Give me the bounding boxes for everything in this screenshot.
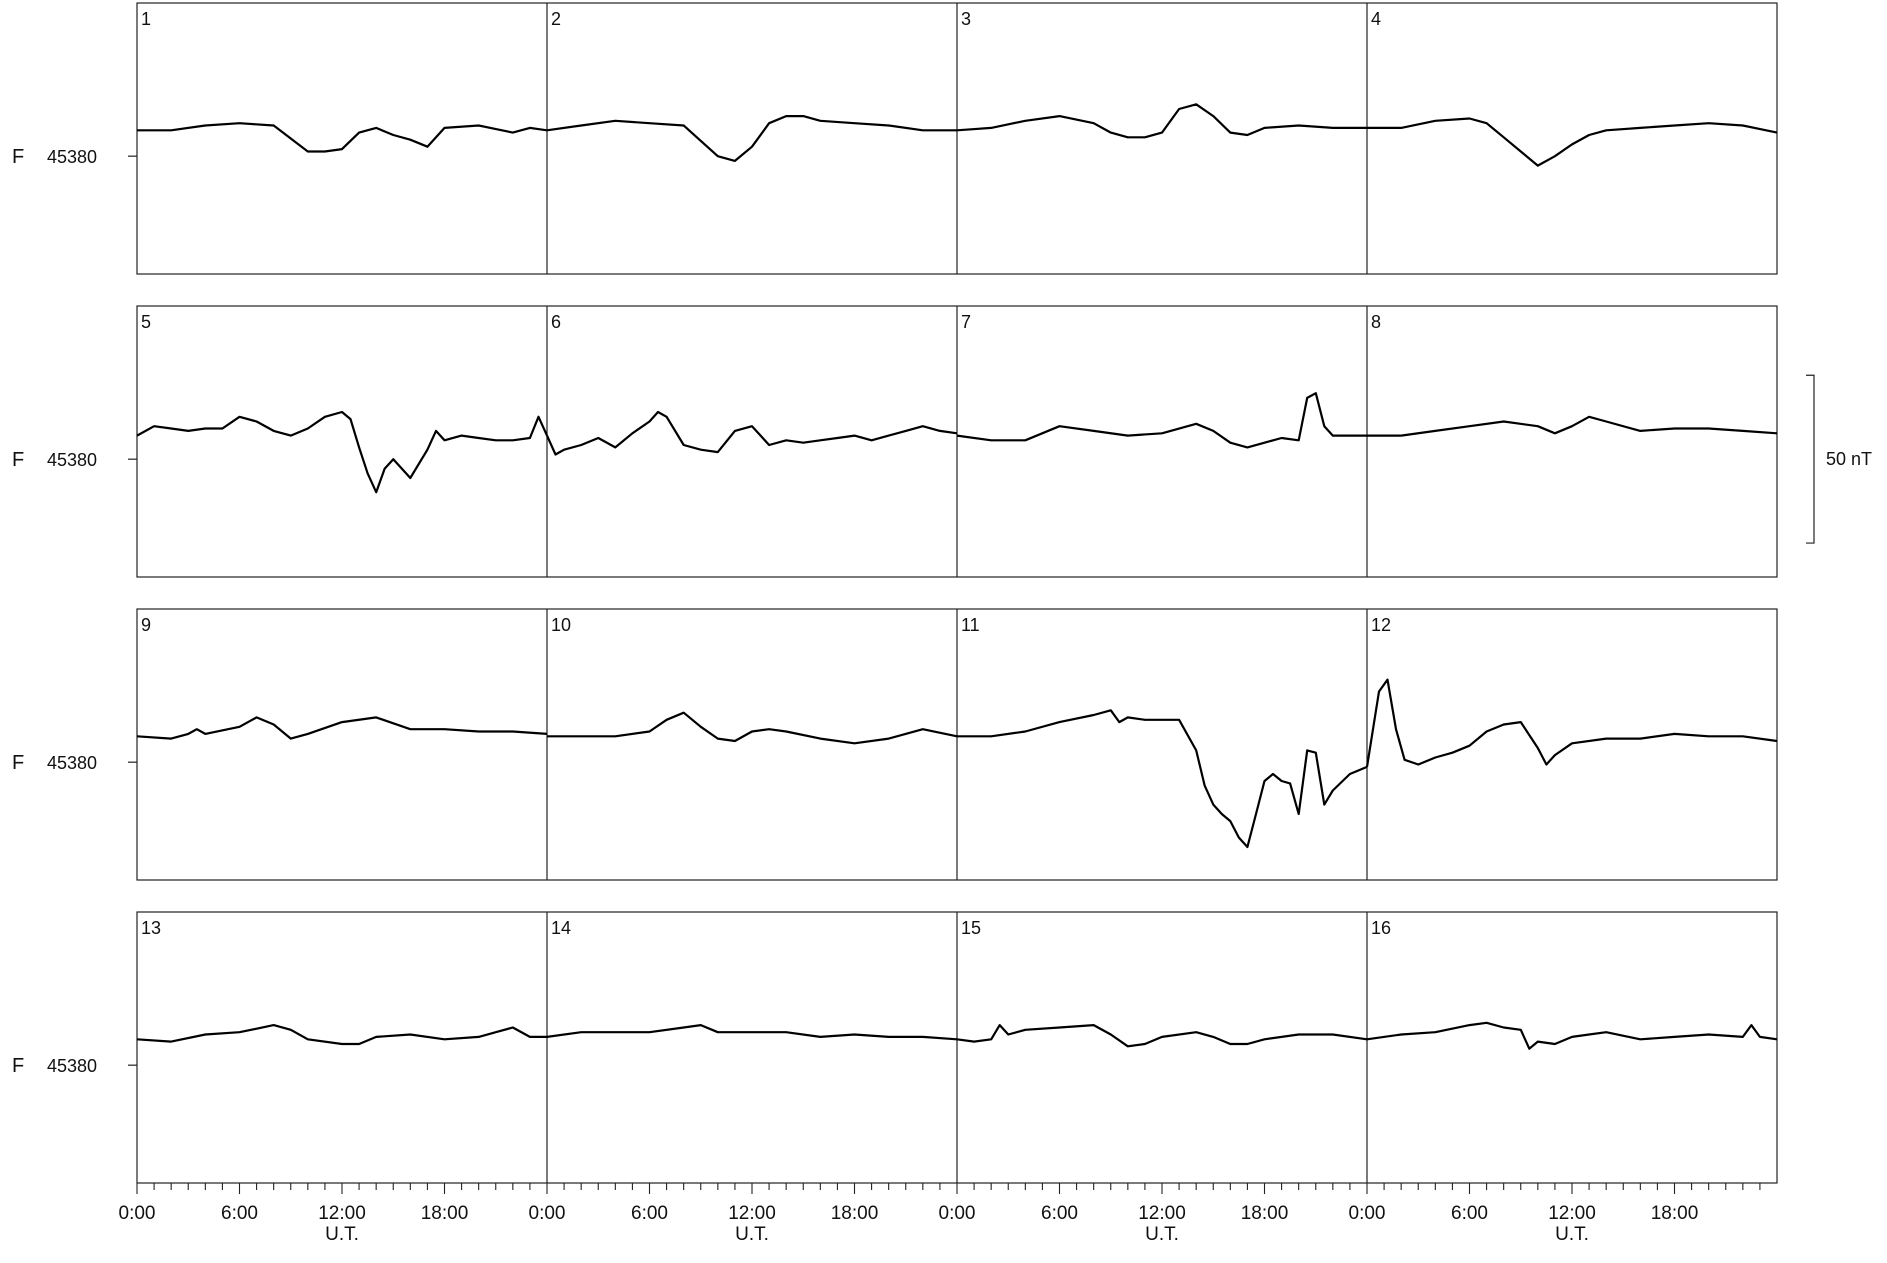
row-label-letter: F: [12, 1055, 24, 1077]
x-tick-label: 18:00: [831, 1203, 879, 1224]
day-label: 3: [961, 9, 971, 29]
x-tick-label: 12:00: [318, 1203, 366, 1224]
x-tick-label: 18:00: [1651, 1203, 1699, 1224]
x-tick-label: 18:00: [1241, 1203, 1289, 1224]
x-tick-label: 0:00: [119, 1203, 156, 1224]
x-tick-label: 12:00: [1138, 1203, 1186, 1224]
x-tick-label: 6:00: [631, 1203, 668, 1224]
day-label: 2: [551, 9, 561, 29]
series-line-day-4: [1367, 117, 1778, 167]
x-axis-label: U.T.: [325, 1224, 359, 1245]
day-label: 1: [141, 9, 151, 29]
series-line-day-7: [956, 392, 1367, 449]
day-label: 12: [1371, 615, 1391, 635]
series-line-day-2: [546, 114, 957, 162]
series-line-day-16: [1366, 1021, 1778, 1050]
day-label: 8: [1371, 312, 1381, 332]
day-label: 4: [1371, 9, 1381, 29]
row-reference-label: 45380: [47, 450, 97, 470]
series-line-day-10: [547, 711, 958, 745]
day-label: 14: [551, 918, 571, 938]
row-label-letter: F: [12, 752, 24, 774]
x-tick-label: 6:00: [1451, 1203, 1488, 1224]
row-label-letter: F: [12, 146, 24, 168]
row-reference-label: 45380: [47, 753, 97, 773]
day-label: 15: [961, 918, 981, 938]
x-axis-label: U.T.: [1145, 1224, 1179, 1245]
x-axis-label: U.T.: [735, 1224, 769, 1245]
day-label: 6: [551, 312, 561, 332]
series-line-day-14: [546, 1023, 958, 1041]
day-label: 16: [1371, 918, 1391, 938]
series-line-day-15: [956, 1023, 1368, 1048]
x-tick-label: 12:00: [1548, 1203, 1596, 1224]
x-tick-label: 0:00: [1349, 1203, 1386, 1224]
x-tick-label: 18:00: [421, 1203, 469, 1224]
series-line-day-6: [545, 410, 958, 456]
x-tick-label: 6:00: [1041, 1203, 1078, 1224]
x-tick-label: 6:00: [221, 1203, 258, 1224]
series-line-day-9: [136, 716, 548, 740]
scale-bar-label: 50 nT: [1826, 449, 1872, 469]
x-tick-label: 0:00: [529, 1203, 566, 1224]
series-line-day-5: [136, 410, 549, 494]
row-reference-label: 45380: [47, 1056, 97, 1076]
row-label-letter: F: [12, 449, 24, 471]
series-line-day-13: [136, 1023, 547, 1046]
scale-bar: [1806, 374, 1815, 544]
day-label: 7: [961, 312, 971, 332]
day-label: 13: [141, 918, 161, 938]
day-label: 5: [141, 312, 151, 332]
series-line-day-3: [956, 103, 1367, 139]
row-reference-label: 45380: [47, 147, 97, 167]
series-line-day-12: [1365, 678, 1778, 768]
series-line-day-8: [1367, 415, 1778, 437]
x-axis-label: U.T.: [1555, 1224, 1589, 1245]
day-label: 11: [961, 615, 980, 635]
series-line-day-11: [957, 709, 1368, 849]
x-tick-label: 0:00: [939, 1203, 976, 1224]
x-tick-label: 12:00: [728, 1203, 776, 1224]
day-label: 9: [141, 615, 151, 635]
day-label: 10: [551, 615, 571, 635]
series-line-day-1: [137, 122, 548, 153]
